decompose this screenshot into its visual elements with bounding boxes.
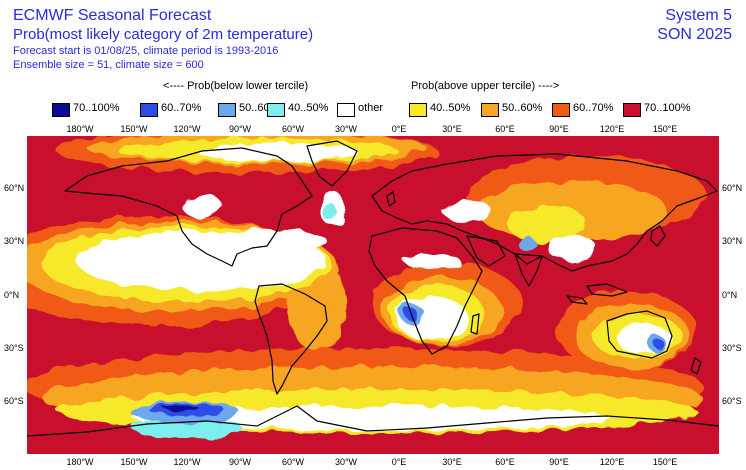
legend-swatch	[52, 103, 70, 117]
lon-label: 30°W	[334, 124, 358, 134]
lon-label: 180°W	[66, 124, 94, 134]
lon-label: 90°E	[549, 124, 569, 134]
lat-label: 30°N	[722, 236, 743, 246]
lat-label: 60°N	[4, 183, 25, 193]
lat-label: 30°N	[4, 236, 25, 246]
lon-label: 0°E	[391, 457, 407, 467]
lon-label: 150°E	[652, 457, 678, 467]
legend-label: 70..100%	[73, 102, 120, 114]
lat-label: 30°S	[4, 343, 24, 353]
lon-label: 120°W	[173, 124, 201, 134]
lon-label: 60°W	[281, 457, 305, 467]
legend-swatch	[267, 103, 285, 117]
lon-label: 60°W	[281, 124, 305, 134]
system-block: System 5 SON 2025	[657, 6, 732, 44]
ensemble-info: Ensemble size = 51, climate size = 600	[13, 59, 204, 71]
legend-label: other	[358, 102, 384, 114]
probability-fields	[27, 136, 707, 439]
legend-swatch	[623, 103, 641, 117]
lon-label: 60°E	[495, 124, 515, 134]
legend-swatch	[552, 103, 570, 117]
lat-label: 60°S	[4, 396, 24, 406]
coastlines	[27, 140, 719, 437]
lon-label: 150°W	[120, 124, 148, 134]
lat-label: 0°N	[4, 290, 20, 300]
lat-label: 60°S	[722, 396, 742, 406]
forecast-info: Forecast start is 01/08/25, climate peri…	[13, 45, 279, 57]
legend-swatch	[481, 103, 499, 117]
lon-label: 30°W	[334, 457, 358, 467]
system-label: System 5	[665, 7, 732, 24]
map-title: ECMWF Seasonal Forecast	[13, 7, 212, 24]
lat-label: 0°N	[722, 290, 738, 300]
lon-label: 90°E	[549, 457, 569, 467]
title-block: ECMWF Seasonal Forecast Prob(most likely…	[13, 6, 313, 72]
lon-label: 120°W	[173, 457, 201, 467]
legend-label: 40..50%	[288, 102, 329, 114]
above-tercile-label: Prob(above upper tercile) ---->	[411, 80, 560, 92]
lon-label: 180°W	[66, 457, 94, 467]
legend-swatch	[140, 103, 158, 117]
lon-label: 30°E	[442, 457, 462, 467]
lon-label: 90°W	[228, 457, 252, 467]
lon-label: 120°E	[599, 124, 625, 134]
legend-swatch	[218, 103, 236, 117]
below-tercile-label: <---- Prob(below lower tercile)	[163, 80, 309, 92]
legend-swatch	[337, 103, 355, 117]
legend-label: 60..70%	[573, 102, 614, 114]
lat-label: 30°S	[722, 343, 742, 353]
field-70-100-below	[164, 406, 200, 412]
lat-label: 60°N	[722, 183, 743, 193]
lon-label: 60°E	[495, 457, 515, 467]
lon-label: 150°E	[652, 124, 678, 134]
lon-label: 90°W	[228, 124, 252, 134]
lon-label: 0°E	[391, 124, 407, 134]
legend-label: 40..50%	[430, 102, 471, 114]
season-label: SON 2025	[657, 26, 732, 43]
legend-label: 70..100%	[644, 102, 691, 114]
legend-label: 60..70%	[161, 102, 202, 114]
lon-label: 150°W	[120, 457, 148, 467]
map-subtitle: Prob(most likely category of 2m temperat…	[13, 26, 314, 43]
forecast-map	[27, 136, 719, 454]
legend-label: 50..60%	[502, 102, 543, 114]
legend-swatch	[409, 103, 427, 117]
lon-label: 30°E	[442, 124, 462, 134]
lon-label: 120°E	[599, 457, 625, 467]
field-40-50-below	[132, 203, 337, 439]
